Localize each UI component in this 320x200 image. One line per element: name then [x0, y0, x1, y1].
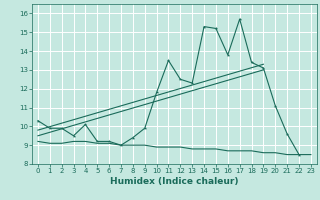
X-axis label: Humidex (Indice chaleur): Humidex (Indice chaleur): [110, 177, 239, 186]
